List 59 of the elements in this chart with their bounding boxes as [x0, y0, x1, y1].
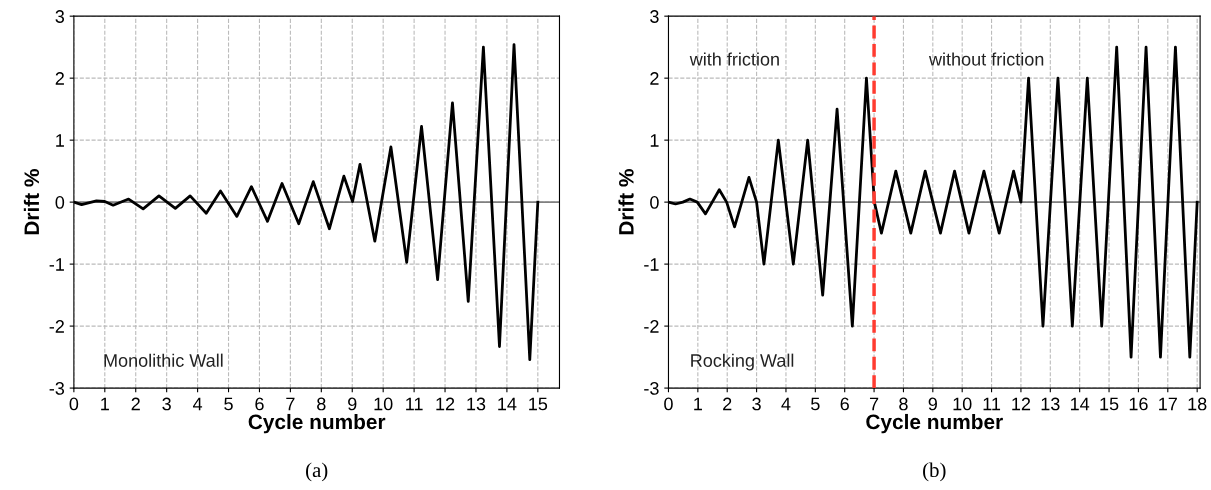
x-tick-label: 8: [899, 397, 908, 411]
y-axis-title: Drift %: [23, 169, 40, 235]
y-tick-label: -2: [644, 320, 659, 333]
x-tick-label: 6: [255, 397, 264, 411]
x-tick-label: 10: [374, 397, 393, 411]
x-tick-label: 2: [131, 397, 140, 411]
x-tick-label: 3: [752, 397, 761, 411]
x-tick-label: 0: [69, 397, 79, 411]
x-tick-label: 13: [467, 397, 486, 411]
x-tick-label: 0: [664, 397, 673, 411]
x-tick-label: 7: [286, 397, 295, 411]
x-tick-label: 18: [1188, 397, 1207, 411]
annotation: Rocking Wall: [691, 353, 794, 371]
y-tick-label: -3: [49, 382, 65, 395]
x-tick-label: 16: [1129, 397, 1148, 411]
x-tick-label: 9: [928, 397, 937, 411]
y-tick-label: 0: [650, 196, 659, 209]
annotation: Monolithic Wall: [104, 353, 223, 367]
x-tick-label: 7: [869, 397, 879, 411]
y-tick-label: -2: [49, 320, 64, 333]
text: (b): [923, 462, 946, 482]
x-tick-label: 9: [348, 397, 357, 411]
y-tick-label: 3: [55, 10, 65, 23]
x-tick-label: 10: [953, 397, 972, 411]
x-tick-label: 8: [317, 397, 326, 411]
y-tick-label: 2: [55, 72, 64, 85]
x-tick-label: 12: [1012, 397, 1031, 411]
x-tick-label: 1: [101, 397, 109, 411]
x-tick-label: 5: [224, 397, 233, 411]
x-tick-label: 11: [406, 397, 423, 411]
y-tick-label: 1: [56, 134, 64, 147]
x-tick-label: 6: [840, 397, 849, 411]
annotation: without friction: [928, 52, 1044, 66]
y-axis-title: Drift %: [618, 169, 634, 235]
y-tick-label: -1: [49, 258, 64, 271]
x-tick-label: 14: [1071, 397, 1090, 411]
y-tick-label: 3: [650, 10, 659, 23]
text: (a): [306, 462, 328, 482]
y-tick-label: -1: [644, 258, 659, 271]
x-tick-label: 11: [983, 397, 1001, 411]
x-tick-label: 17: [1159, 397, 1177, 411]
x-tick-label: 15: [1100, 397, 1119, 411]
x-tick-label: 14: [498, 397, 517, 411]
x-tick-label: 1: [694, 397, 702, 411]
x-tick-label: 4: [781, 397, 791, 411]
y-tick-label: 0: [55, 196, 65, 209]
y-tick-label: 2: [650, 72, 659, 85]
x-tick-label: 3: [162, 397, 171, 411]
x-tick-label: 12: [436, 397, 455, 411]
x-tick-label: 15: [529, 397, 548, 411]
x-tick-label: 13: [1041, 397, 1060, 411]
y-tick-label: 1: [650, 134, 659, 147]
y-tick-label: -3: [644, 382, 659, 395]
x-tick-label: 2: [723, 397, 732, 411]
annotation: with friction: [689, 52, 779, 66]
x-tick-label: 5: [811, 397, 820, 411]
x-axis-title: Cycle number: [866, 413, 1003, 434]
x-tick-label: 4: [192, 397, 203, 411]
x-axis-title: Cycle number: [248, 413, 386, 434]
